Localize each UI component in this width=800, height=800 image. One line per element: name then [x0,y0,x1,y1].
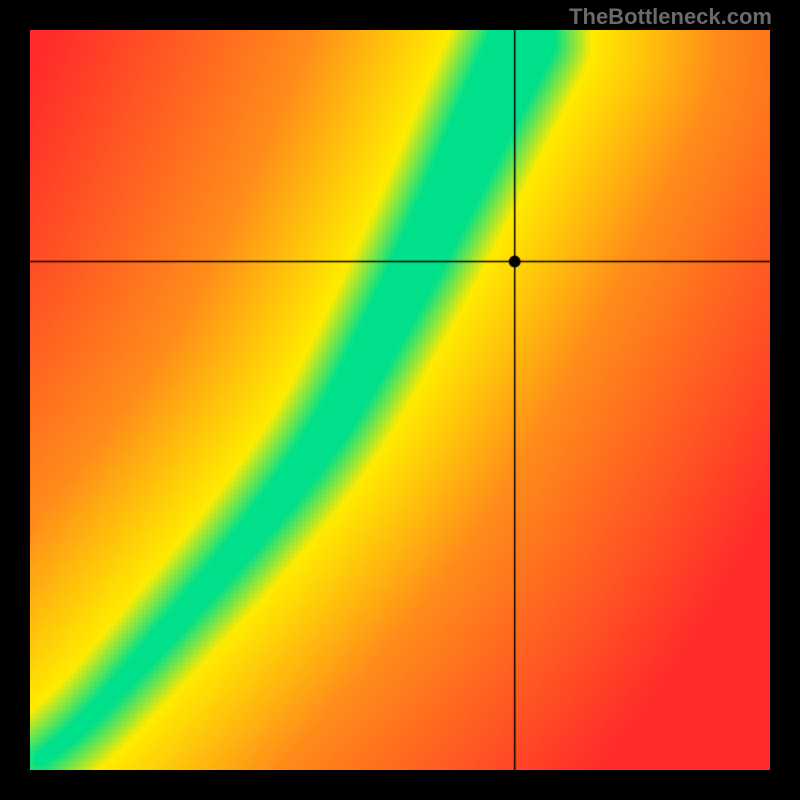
chart-container: TheBottleneck.com [0,0,800,800]
bottleneck-heatmap [30,30,770,770]
watermark-text: TheBottleneck.com [569,4,772,30]
